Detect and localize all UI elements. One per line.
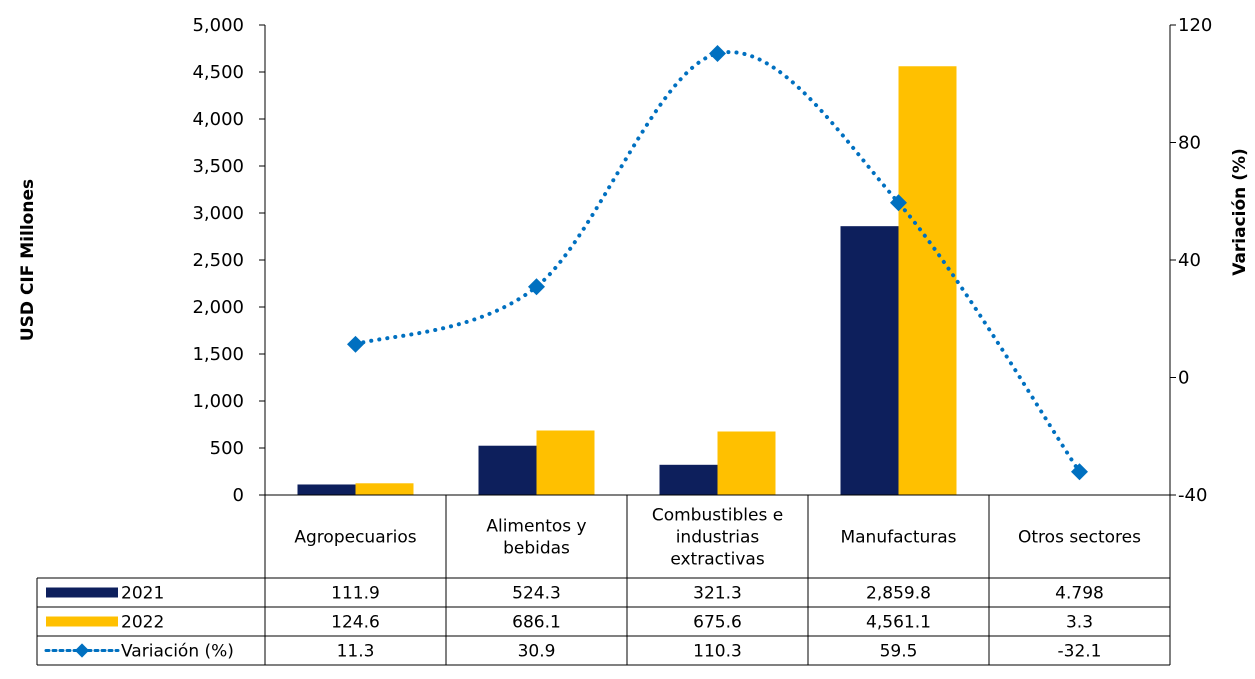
left-tick-label: 1,000: [192, 391, 244, 412]
y-axis-title: USD CIF Millones: [18, 179, 38, 341]
left-tick-label: 0: [233, 485, 244, 506]
bar-2021-1: [297, 484, 356, 495]
table-cell-value: 59.5: [880, 642, 918, 662]
legend-label: 2022: [121, 613, 164, 633]
legend-key-marker: [74, 643, 90, 658]
table-cell-value: 3.3: [1066, 613, 1093, 633]
bar-2022-4: [898, 66, 957, 496]
left-tick-label: 500: [210, 438, 244, 459]
table-cell-value: 4,561.1: [866, 613, 931, 633]
left-tick-label: 2,000: [192, 297, 244, 318]
right-tick-label: 80: [1178, 133, 1201, 154]
left-tick-label: 5,000: [192, 15, 244, 36]
table-cell-value: 11.3: [337, 642, 375, 662]
left-tick-label: 3,500: [192, 156, 244, 177]
legend-key-2021: [46, 587, 118, 598]
legend-label: Variación (%): [121, 642, 234, 662]
category-label: industrias: [676, 528, 760, 548]
bar-2022-2: [536, 430, 595, 495]
variation-marker-5: [1071, 463, 1088, 481]
table-cell-value: 2,859.8: [866, 584, 931, 604]
table-cell-value: 675.6: [693, 613, 742, 633]
variation-line: [353, 50, 1082, 474]
category-label: extractivas: [670, 550, 765, 570]
table-cell-value: -32.1: [1058, 642, 1102, 662]
variation-marker-1: [347, 335, 364, 353]
variation-marker-2: [528, 278, 545, 296]
table-cell-value: 321.3: [693, 584, 742, 604]
table-cell-value: 524.3: [512, 584, 561, 604]
table-cell-value: 686.1: [512, 613, 561, 633]
table-cell-value: 124.6: [331, 613, 380, 633]
y2-axis-title: Variación (%): [1230, 148, 1250, 276]
left-tick-label: 4,000: [192, 109, 244, 130]
table-cell-value: 30.9: [518, 642, 556, 662]
table-cell-value: 110.3: [693, 642, 742, 662]
bar-2021-2: [478, 445, 537, 495]
category-label: Alimentos y: [486, 517, 586, 537]
legend-key-2022: [46, 616, 118, 627]
legend-label: 2021: [121, 584, 164, 604]
table-cell-value: 111.9: [331, 584, 380, 604]
right-tick-label: 0: [1178, 368, 1189, 389]
category-label: Agropecuarios: [294, 528, 416, 548]
bar-2021-4: [840, 226, 899, 495]
category-label: bebidas: [503, 539, 570, 559]
left-tick-label: 2,500: [192, 250, 244, 271]
bar-2022-1: [355, 483, 414, 495]
variation-marker-3: [709, 45, 726, 62]
bar-2021-3: [659, 464, 718, 495]
right-tick-label: -40: [1178, 485, 1207, 506]
category-label: Manufacturas: [840, 528, 956, 548]
left-tick-label: 4,500: [192, 62, 244, 83]
left-tick-label: 3,000: [192, 203, 244, 224]
variation-marker-4: [890, 194, 907, 212]
category-label: Combustibles e: [652, 506, 783, 526]
bar-2022-3: [717, 431, 776, 495]
table-cell-value: 4.798: [1055, 584, 1104, 604]
left-tick-label: 1,500: [192, 344, 244, 365]
right-tick-label: 40: [1178, 250, 1201, 271]
right-tick-label: 120: [1178, 15, 1212, 36]
category-label: Otros sectores: [1018, 528, 1141, 548]
